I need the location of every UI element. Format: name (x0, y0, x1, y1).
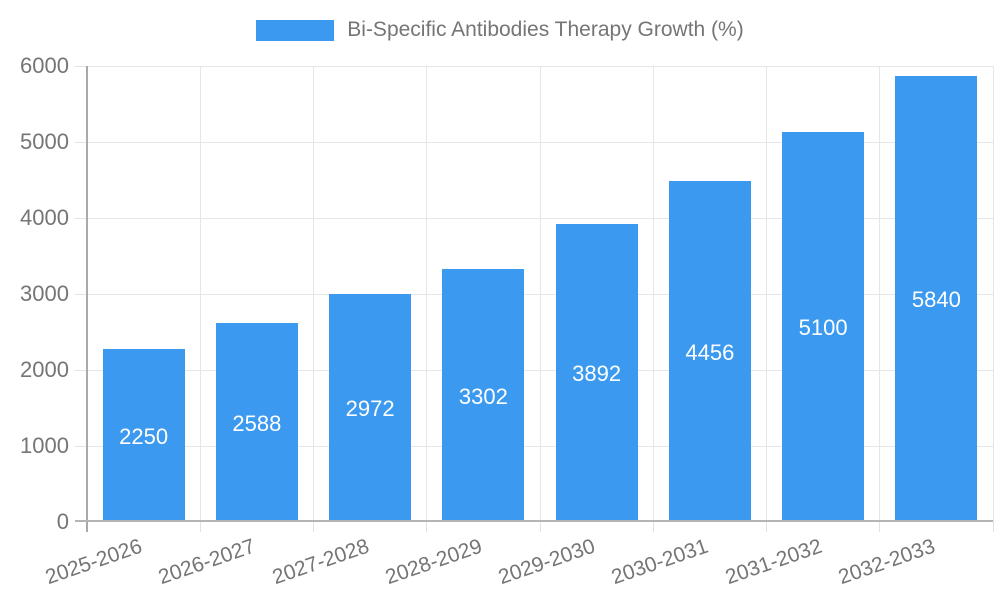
x-axis-tick-label: 2031-2032 (722, 534, 825, 590)
bar-value-label: 4456 (685, 339, 735, 365)
x-tick (199, 522, 201, 532)
legend-swatch (256, 19, 335, 41)
x-gridline (313, 66, 314, 522)
bar-2026-2027[interactable] (215, 323, 298, 520)
bar-2027-2028[interactable] (329, 294, 412, 520)
x-axis-tick-label: 2030-2031 (609, 534, 712, 590)
y-tick (75, 217, 87, 219)
bar-value-label: 2588 (232, 410, 282, 436)
x-tick (766, 522, 767, 532)
y-axis-tick-label: 1000 (20, 433, 69, 458)
bar-value-label: 5840 (911, 287, 961, 313)
chart-title: Bi-Specific Antibodies Therapy Growth (%… (347, 18, 744, 41)
x-tick (426, 522, 428, 532)
bar-value-label: 3892 (572, 361, 622, 387)
bar-2030-2031[interactable] (668, 181, 751, 520)
bar-2031-2032[interactable] (782, 132, 865, 520)
x-axis-labels: 2025-2026 2026-2027 2027-2028 2028-2029 2029… (43, 522, 993, 600)
x-axis-line (75, 520, 993, 522)
x-axis-tick-label: 2026-2027 (156, 534, 259, 590)
y-axis-tick-label: 5000 (20, 129, 69, 154)
x-tick (652, 522, 654, 532)
bar-value-label: 2250 (119, 423, 169, 449)
y-axis-tick-label: 2000 (20, 357, 69, 382)
x-gridline (652, 66, 654, 522)
plot-area: 2025-2026 2026-2027 2027-2028 2028-2029 2029… (20, 55, 994, 589)
bar-2025-2026[interactable] (102, 349, 185, 520)
bar-value-label: 3302 (458, 383, 508, 409)
x-gridline (539, 66, 541, 522)
x-tick (992, 522, 994, 532)
x-tick (879, 522, 881, 532)
x-gridline (426, 66, 428, 522)
y-tick (75, 141, 87, 143)
x-axis-tick-label: 2029-2030 (495, 534, 599, 590)
x-axis-tick-label: 2028-2029 (382, 534, 485, 590)
y-axis-tick-label: 3000 (20, 281, 69, 306)
y-axis-tick-label: 4000 (20, 205, 69, 230)
y-tick (75, 369, 87, 371)
x-axis-tick-label: 2025-2026 (42, 534, 146, 590)
y-axis-tick-label: 6000 (20, 53, 69, 78)
y-axis-tick-label: 0 (56, 509, 69, 534)
x-gridline (199, 66, 201, 522)
x-gridline (879, 66, 881, 522)
x-axis-tick-label: 2027-2028 (269, 534, 372, 590)
bar-value-label: 2972 (345, 396, 395, 422)
x-gridline (766, 66, 767, 522)
x-tick (539, 522, 541, 532)
bar-value-label: 5100 (798, 315, 848, 341)
y-tick (75, 65, 87, 67)
x-gridline (992, 66, 994, 522)
bar-2028-2029[interactable] (442, 269, 525, 520)
y-tick (75, 445, 87, 447)
x-tick (313, 522, 314, 532)
y-tick (75, 293, 87, 295)
bar-2032-2033[interactable] (895, 76, 978, 520)
x-axis-tick-label: 2032-2033 (835, 534, 938, 590)
y-axis-line (86, 66, 88, 532)
chart-legend[interactable]: Bi-Specific Antibodies Therapy Growth (%… (0, 18, 1000, 42)
bar-2029-2030[interactable] (555, 224, 638, 520)
